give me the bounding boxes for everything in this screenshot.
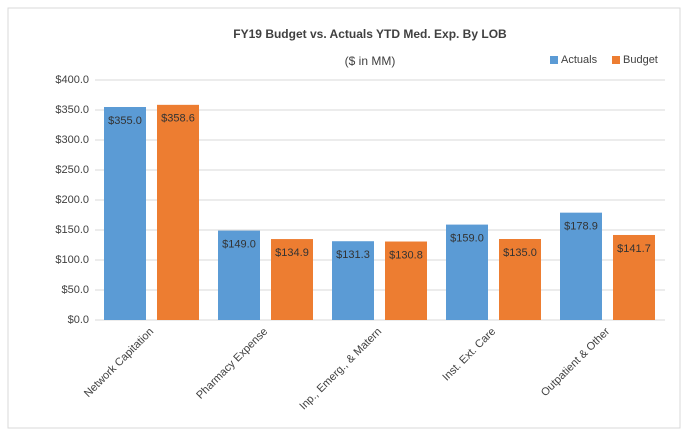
y-tick-label: $250.0 — [55, 164, 89, 176]
bar — [385, 241, 427, 320]
y-tick-label: $400.0 — [55, 74, 89, 86]
data-label: $358.6 — [161, 113, 195, 125]
data-label: $355.0 — [108, 115, 142, 127]
y-tick-label: $150.0 — [55, 224, 89, 236]
bar — [560, 212, 602, 320]
data-label: $131.3 — [336, 249, 370, 261]
chart-title: FY19 Budget vs. Actuals YTD Med. Exp. By… — [233, 27, 507, 41]
bar — [271, 239, 313, 320]
data-label: $159.0 — [450, 233, 484, 245]
chart-subtitle: ($ in MM) — [345, 54, 396, 68]
data-label: $149.0 — [222, 239, 256, 251]
bar — [332, 241, 374, 320]
legend-swatch — [550, 56, 558, 64]
data-label: $178.9 — [564, 221, 598, 233]
legend-swatch — [612, 56, 620, 64]
legend-label: Budget — [623, 54, 658, 66]
y-tick-label: $0.0 — [68, 314, 89, 326]
data-label: $141.7 — [617, 243, 651, 255]
bar — [218, 230, 260, 320]
legend-label: Actuals — [561, 54, 598, 66]
y-tick-label: $350.0 — [55, 104, 89, 116]
y-tick-label: $50.0 — [61, 284, 89, 296]
bar — [157, 104, 199, 320]
data-label: $135.0 — [503, 247, 537, 259]
bar — [446, 224, 488, 320]
y-tick-label: $200.0 — [55, 194, 89, 206]
data-label: $134.9 — [275, 247, 309, 259]
bar — [613, 234, 655, 320]
y-tick-label: $100.0 — [55, 254, 89, 266]
bar — [104, 107, 146, 320]
bar — [499, 239, 541, 320]
data-label: $130.8 — [389, 249, 423, 261]
y-tick-label: $300.0 — [55, 134, 89, 146]
